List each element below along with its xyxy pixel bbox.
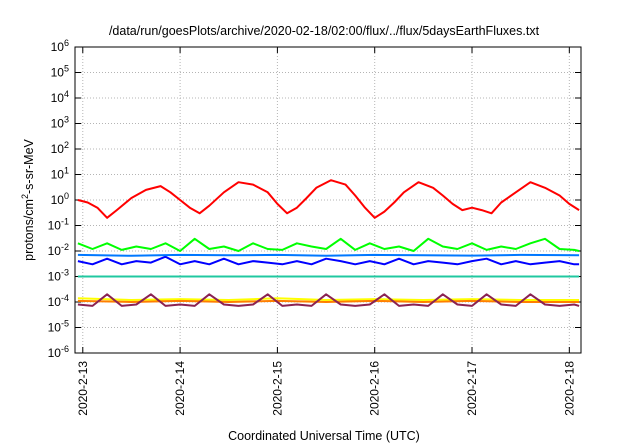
y-tick-label: 10-5 — [48, 319, 69, 335]
y-tick-label: 10-1 — [48, 217, 69, 233]
series-line-7 — [77, 293, 580, 307]
y-axis: 10-6 10-5 10-4 10-3 10-2 10-1 100 101 102 103 104 1… — [48, 38, 581, 360]
y-tick-label: 106 — [51, 38, 69, 54]
chart-title: /data/run/goesPlots/archive/2020-02-18/0… — [109, 24, 540, 38]
y-tick-label: 103 — [51, 115, 69, 131]
y-tick-label: 102 — [51, 140, 69, 156]
y-tick-label: 100 — [51, 191, 69, 207]
series-line-0 — [77, 179, 580, 219]
x-tick-label: 2020-2-18 — [562, 361, 576, 416]
series-line-2 — [77, 255, 580, 266]
y-tick-label: 10-3 — [48, 268, 69, 284]
y-tick-label: 10-2 — [48, 242, 69, 258]
y-tick-label: 10-6 — [48, 344, 69, 360]
y-tick-label: 104 — [51, 89, 69, 105]
series-line-1 — [77, 237, 580, 252]
x-axis-label: Coordinated Universal Time (UTC) — [228, 429, 420, 443]
series-group — [77, 179, 580, 307]
x-axis: 2020-2-13 2020-2-14 2020-2-15 2020-2-16 2020… — [76, 47, 576, 416]
y-tick-label: 105 — [51, 64, 69, 80]
y-axis-label: protons/cm2-s-sr-MeV — [20, 138, 36, 260]
series-line-3 — [77, 253, 580, 257]
y-tick-label: 101 — [51, 166, 69, 182]
series-line-5 — [77, 297, 580, 301]
series-line-6 — [77, 299, 580, 303]
x-tick-label: 2020-2-13 — [76, 361, 90, 416]
x-tick-label: 2020-2-15 — [270, 361, 284, 416]
x-tick-label: 2020-2-17 — [465, 361, 479, 416]
x-tick-label: 2020-2-14 — [173, 361, 187, 416]
x-tick-label: 2020-2-16 — [368, 361, 382, 416]
y-tick-label: 10-4 — [48, 293, 69, 309]
